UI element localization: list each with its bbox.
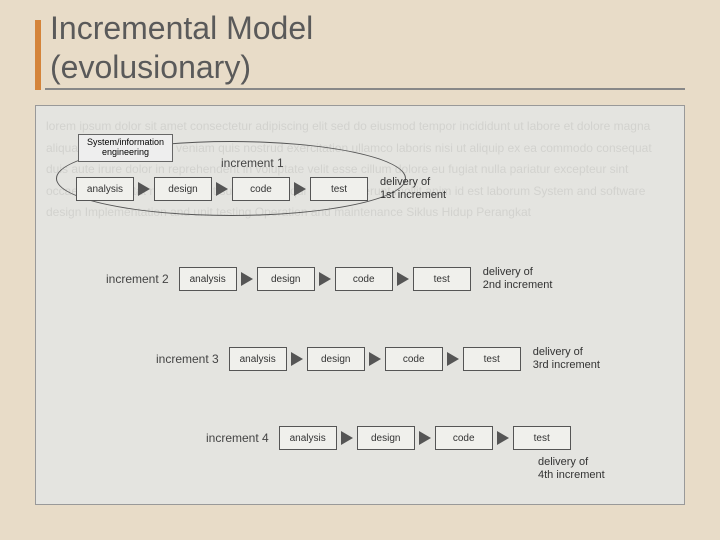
phase-box: test — [413, 267, 471, 291]
slide-title-line1: Incremental Model — [50, 10, 680, 47]
increment-row: increment 3 analysis design code test deliver… — [156, 346, 600, 372]
arrow-icon — [497, 431, 509, 445]
arrow-icon — [419, 431, 431, 445]
slide-title-line2: (evolusionary) — [50, 49, 680, 86]
phase-box: design — [257, 267, 315, 291]
phase-box: code — [232, 177, 290, 201]
arrow-icon — [319, 272, 331, 286]
delivery-label: delivery of3rd increment — [533, 346, 600, 372]
phase-box: code — [385, 347, 443, 371]
system-engineering-label: System/information engineering — [87, 137, 164, 157]
arrow-icon — [241, 272, 253, 286]
phase-box: analysis — [179, 267, 237, 291]
phase-box: analysis — [76, 177, 134, 201]
phase-box: test — [463, 347, 521, 371]
arrow-icon — [341, 431, 353, 445]
delivery-label: delivery of2nd increment — [483, 266, 553, 292]
diagram-panel: lorem ipsum dolor sit amet consectetur a… — [35, 105, 685, 505]
phase-box: design — [357, 426, 415, 450]
increment-label: increment 3 — [156, 352, 219, 366]
arrow-icon — [216, 182, 228, 196]
accent-bar — [35, 20, 41, 90]
phase-box: design — [154, 177, 212, 201]
arrow-icon — [291, 352, 303, 366]
arrow-icon — [138, 182, 150, 196]
increment-row: increment 4analysisdesigncodetestdeliver… — [206, 426, 571, 450]
title-area: Incremental Model (evolusionary) — [0, 0, 720, 90]
increment-label: increment 2 — [106, 272, 169, 286]
phase-box: code — [435, 426, 493, 450]
arrow-icon — [294, 182, 306, 196]
arrow-icon — [369, 352, 381, 366]
phase-box: code — [335, 267, 393, 291]
phase-box: design — [307, 347, 365, 371]
arrow-icon — [447, 352, 459, 366]
arrow-icon — [397, 272, 409, 286]
phase-box: analysis — [229, 347, 287, 371]
phase-box: analysis — [279, 426, 337, 450]
system-engineering-box: System/information engineering — [78, 134, 173, 162]
phase-box: test — [310, 177, 368, 201]
increment-row: increment 1analysisdesigncodetestdeliver… — [76, 176, 446, 202]
title-underline — [45, 88, 685, 90]
increment-label: increment 1 — [221, 156, 284, 170]
delivery-label: delivery of1st increment — [380, 176, 446, 202]
delivery-label: delivery of4th increment — [538, 456, 605, 482]
increment-row: increment 2 analysis design code test deliver… — [106, 266, 552, 292]
increment-label: increment 4 — [206, 431, 269, 445]
phase-box: test — [513, 426, 571, 450]
